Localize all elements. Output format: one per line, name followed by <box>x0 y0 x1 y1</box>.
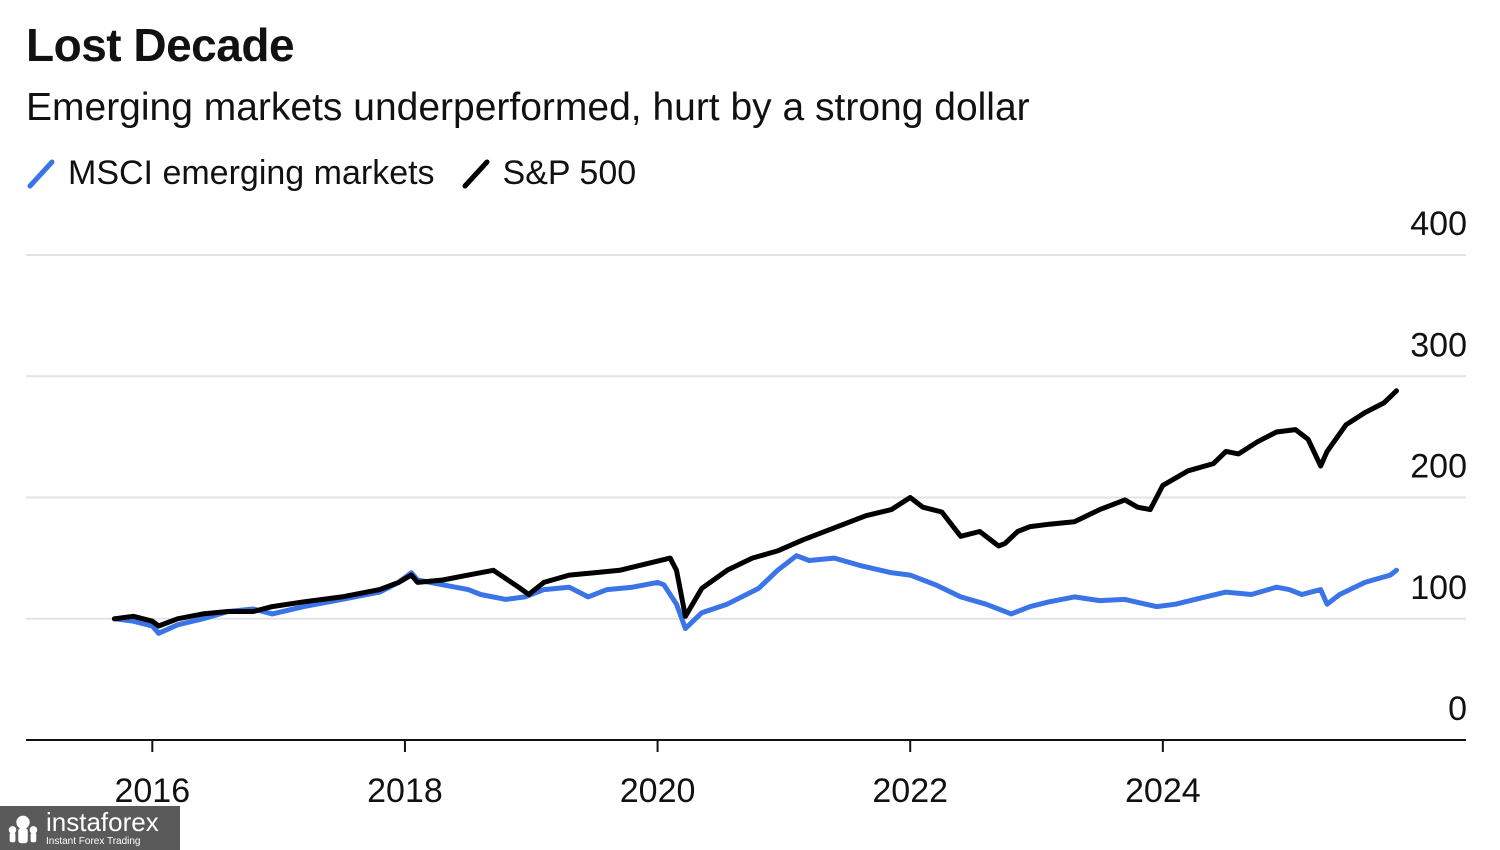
instaforex-logo-icon <box>8 815 38 844</box>
y-axis-labels: 0 100 200 300 400 <box>1410 205 1467 728</box>
watermark: instaforex Instant Forex Trading <box>0 806 180 850</box>
x-axis: 2016 2018 2020 2022 2024 <box>26 739 1466 810</box>
x-tick-label-2024: 2024 <box>1125 772 1201 810</box>
legend: MSCI emerging markets S&P 500 <box>26 154 662 193</box>
x-tick-label-2020: 2020 <box>620 772 696 810</box>
x-tick-label-2022: 2022 <box>872 772 948 810</box>
x-tick-label-2018: 2018 <box>367 772 443 810</box>
gridlines <box>26 254 1466 620</box>
watermark-text: instaforex Instant Forex Trading <box>46 809 159 847</box>
watermark-tagline: Instant Forex Trading <box>46 836 141 847</box>
chart-subtitle: Emerging markets underperformed, hurt by… <box>26 86 1030 129</box>
series-line-sp500 <box>111 388 1399 629</box>
y-tick-label-300: 300 <box>1410 326 1467 364</box>
series-lines <box>111 388 1399 636</box>
legend-label-sp500: S&P 500 <box>502 154 637 192</box>
y-tick-label-200: 200 <box>1410 448 1467 486</box>
legend-item-sp500: S&P 500 <box>461 154 637 193</box>
legend-label-msci: MSCI emerging markets <box>68 154 435 192</box>
series-line-msci <box>111 553 1399 636</box>
y-tick-label-100: 100 <box>1410 569 1467 607</box>
legend-item-msci: MSCI emerging markets <box>26 154 435 193</box>
legend-swatch-sp500 <box>462 159 490 188</box>
y-tick-label-0: 0 <box>1448 690 1467 728</box>
legend-swatch-msci <box>27 159 55 188</box>
y-tick-label-400: 400 <box>1410 205 1467 243</box>
chart-title: Lost Decade <box>26 19 295 71</box>
x-tick-label-2016: 2016 <box>114 772 190 810</box>
watermark-brand: instaforex <box>46 807 159 837</box>
